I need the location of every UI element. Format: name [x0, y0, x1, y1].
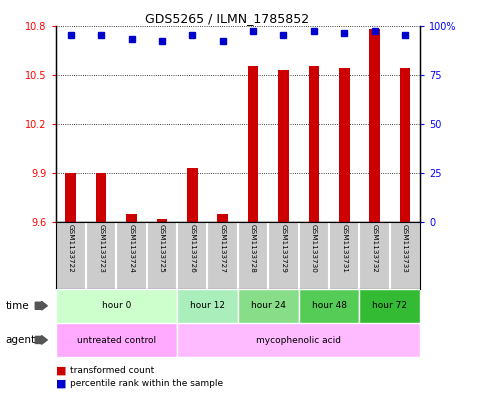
Text: ■: ■	[56, 378, 66, 388]
Bar	[96, 173, 106, 222]
Text: hour 24: hour 24	[251, 301, 286, 310]
Text: transformed count: transformed count	[70, 366, 154, 375]
Text: GSM1133727: GSM1133727	[220, 224, 226, 273]
Text: hour 0: hour 0	[101, 301, 131, 310]
Text: GSM1133724: GSM1133724	[128, 224, 135, 273]
Bar	[278, 70, 289, 222]
Text: GSM1133726: GSM1133726	[189, 224, 195, 273]
Text: ■: ■	[56, 365, 66, 375]
Bar	[187, 168, 198, 222]
Text: GDS5265 / ILMN_1785852: GDS5265 / ILMN_1785852	[145, 12, 309, 25]
Bar	[359, 289, 420, 323]
Text: GSM1133728: GSM1133728	[250, 224, 256, 273]
Bar	[56, 323, 177, 357]
Text: hour 12: hour 12	[190, 301, 225, 310]
Text: GSM1133722: GSM1133722	[68, 224, 74, 273]
Bar	[126, 214, 137, 222]
Text: GSM1133730: GSM1133730	[311, 224, 317, 273]
Bar	[156, 219, 167, 222]
Text: GSM1133723: GSM1133723	[98, 224, 104, 273]
Bar	[217, 214, 228, 222]
Text: hour 72: hour 72	[372, 301, 407, 310]
Bar	[238, 289, 298, 323]
Text: percentile rank within the sample: percentile rank within the sample	[70, 379, 223, 387]
Text: GSM1133731: GSM1133731	[341, 224, 347, 273]
Bar	[177, 289, 238, 323]
Text: time: time	[6, 301, 29, 311]
Bar	[248, 66, 258, 222]
Bar	[400, 68, 411, 222]
Text: agent: agent	[6, 335, 36, 345]
Bar	[298, 289, 359, 323]
Bar	[339, 68, 350, 222]
Text: GSM1133732: GSM1133732	[371, 224, 378, 273]
Text: GSM1133733: GSM1133733	[402, 224, 408, 273]
Bar	[65, 173, 76, 222]
Bar	[56, 289, 177, 323]
Text: mycophenolic acid: mycophenolic acid	[256, 336, 341, 345]
Text: hour 48: hour 48	[312, 301, 346, 310]
Text: GSM1133729: GSM1133729	[281, 224, 286, 273]
Bar	[309, 66, 319, 222]
Bar	[177, 323, 420, 357]
Text: GSM1133725: GSM1133725	[159, 224, 165, 273]
Text: untreated control: untreated control	[77, 336, 156, 345]
Bar	[369, 29, 380, 222]
